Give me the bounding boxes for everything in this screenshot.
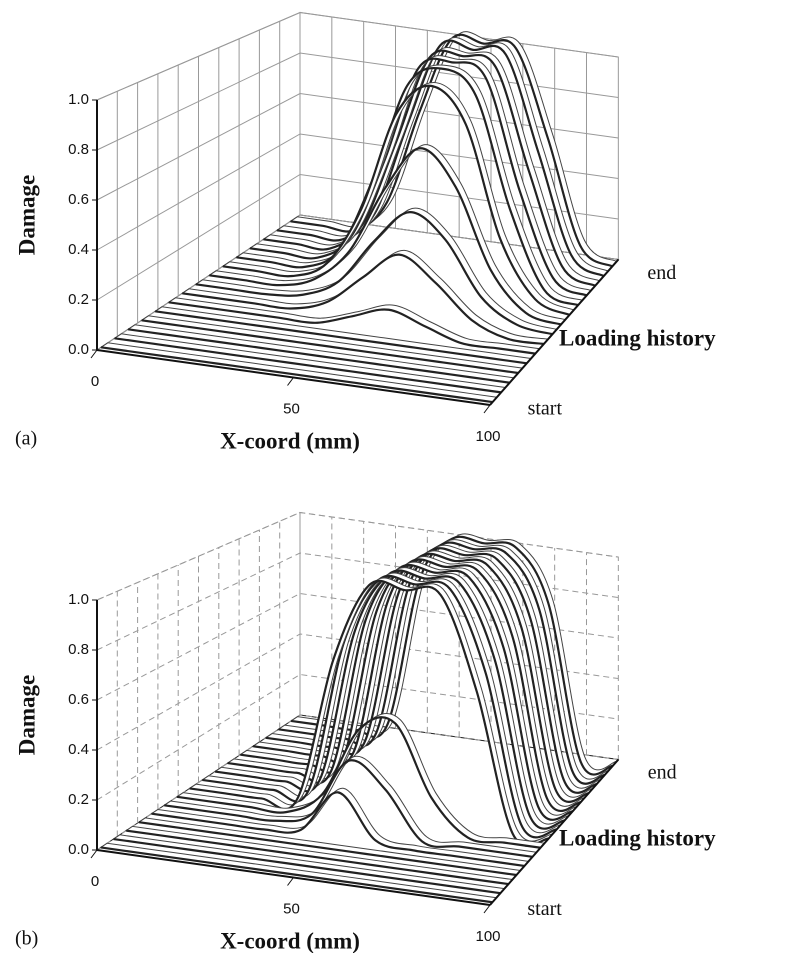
z-tick-label: end <box>647 262 676 284</box>
ribbon-edge <box>236 66 579 307</box>
z-axis-label: Loading history <box>559 825 716 850</box>
ribbon-edge <box>189 579 549 847</box>
grid-line <box>96 52 619 151</box>
z-axis-label: Loading history <box>559 325 716 350</box>
ribbon-edge <box>155 310 527 365</box>
y-tick-label: 0.0 <box>68 341 89 358</box>
y-axis-label: Damage <box>14 175 39 255</box>
ribbon-edge <box>176 716 541 849</box>
ribbon-edge <box>114 337 502 394</box>
x-tick <box>90 349 98 359</box>
x-tick-label: 0 <box>91 873 99 890</box>
grid-line <box>96 552 619 651</box>
grid-line <box>96 214 619 351</box>
ribbon-edge <box>126 829 509 886</box>
z-tick-label: start <box>528 398 563 420</box>
ribbon-edge <box>195 211 553 336</box>
x-tick <box>483 404 491 414</box>
y-tick-label: 0.2 <box>68 291 89 308</box>
z-axis <box>489 758 620 906</box>
ribbon-edge <box>141 319 519 375</box>
y-tick-label: 0.2 <box>68 791 89 808</box>
grid-line <box>96 511 619 601</box>
y-tick-label: 1.0 <box>68 91 89 108</box>
grid-line <box>96 633 619 751</box>
x-axis-label: X-coord (mm) <box>220 428 360 453</box>
z-tick-label: end <box>648 762 677 784</box>
panel-label: (a) <box>15 428 37 450</box>
ribbon-edge <box>100 346 493 404</box>
ribbon-edge <box>263 49 596 287</box>
x-tick <box>287 377 294 386</box>
ribbon-edge <box>127 328 510 384</box>
x-tick-label: 100 <box>475 928 500 945</box>
ribbon-edge <box>168 301 536 355</box>
ribbon-edge <box>113 837 501 895</box>
ribbon-edge <box>240 558 581 812</box>
ribbon-edge <box>151 791 525 867</box>
x-tick-label: 100 <box>475 428 500 445</box>
ribbon-edge <box>164 759 533 858</box>
z-tick-label: start <box>527 898 562 920</box>
y-tick-label: 0.4 <box>68 241 89 258</box>
x-tick <box>287 877 294 886</box>
grid-line <box>96 92 619 201</box>
ribbon-edge <box>249 57 588 297</box>
y-tick-label: 0.6 <box>68 191 89 208</box>
ribbon-edge <box>276 39 605 278</box>
x-tick-label: 50 <box>283 900 300 917</box>
y-tick-label: 0.8 <box>68 141 89 158</box>
x-tick-label: 50 <box>283 400 300 417</box>
grid-line <box>96 673 619 801</box>
y-tick-label: 1.0 <box>68 591 89 608</box>
x-axis-label: X-coord (mm) <box>220 928 360 953</box>
y-axis-label: Damage <box>14 675 39 755</box>
x-tick <box>90 849 98 859</box>
y-tick-label: 0.4 <box>68 741 89 758</box>
ribbon-edge <box>138 821 517 877</box>
x-tick-label: 0 <box>91 373 99 390</box>
z-axis <box>489 258 620 406</box>
ribbon-edge <box>222 84 571 316</box>
ribbon-edge <box>100 846 493 904</box>
y-tick-label: 0.8 <box>68 641 89 658</box>
panel-label: (b) <box>15 928 38 950</box>
ribbon-edge <box>182 253 545 346</box>
y-tick-label: 0.6 <box>68 691 89 708</box>
y-tick-label: 0.0 <box>68 841 89 858</box>
x-tick <box>483 904 491 914</box>
ribbon-edge <box>209 147 562 326</box>
